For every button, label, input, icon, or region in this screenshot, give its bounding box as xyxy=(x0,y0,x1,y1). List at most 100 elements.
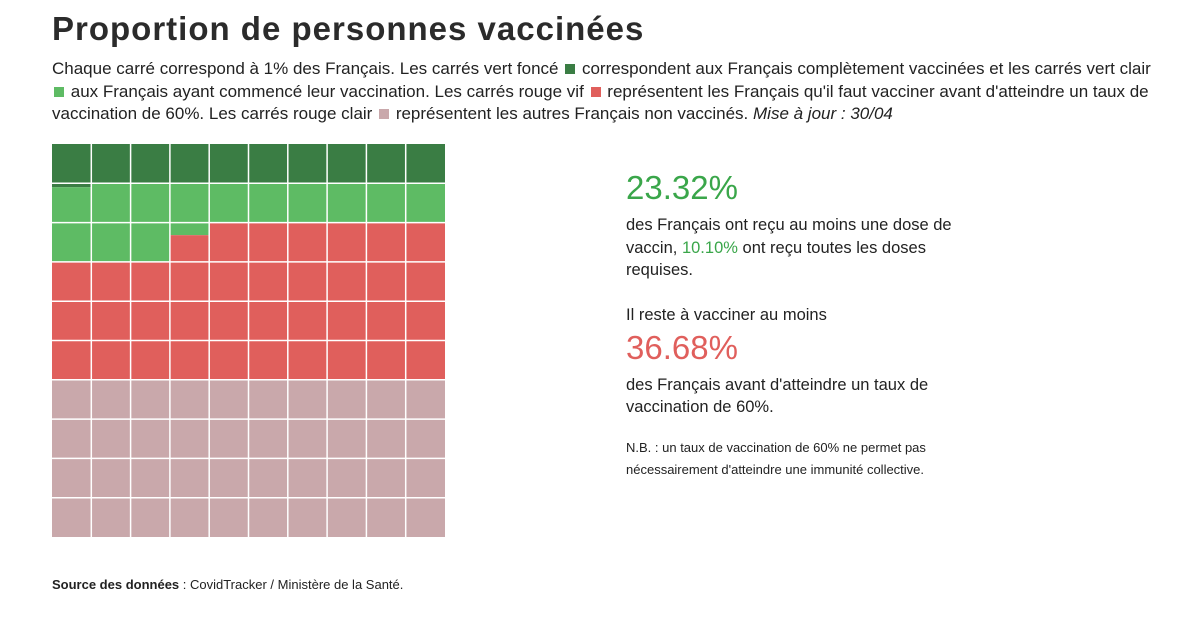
waffle-cell-51-segment-3 xyxy=(52,340,92,380)
waffle-cell-100-segment-4 xyxy=(405,497,445,537)
waffle-cell-27-segment-3 xyxy=(287,222,328,262)
waffle-cell-43-segment-3 xyxy=(130,301,170,341)
waffle-cell-99-segment-4 xyxy=(366,497,406,537)
waffle-cell-81-segment-4 xyxy=(52,458,92,498)
waffle-cell-68-segment-4 xyxy=(327,379,367,420)
waffle-cell-79-segment-4 xyxy=(366,419,406,459)
waffle-cell-28-segment-3 xyxy=(327,222,367,262)
waffle-cell-98-segment-4 xyxy=(327,497,367,537)
waffle-cell-53-segment-3 xyxy=(130,340,170,380)
waffle-cell-75-segment-4 xyxy=(209,419,249,459)
waffle-cell-49-segment-3 xyxy=(366,301,406,341)
waffle-cell-25-segment-3 xyxy=(209,222,249,262)
waffle-cell-16-segment-2 xyxy=(248,183,288,223)
red-swatch xyxy=(590,86,601,97)
waffle-cell-88-segment-4 xyxy=(327,458,367,498)
waffle-cell-38-segment-3 xyxy=(327,261,367,302)
waffle-cell-15-segment-2 xyxy=(209,183,249,223)
waffle-cell-21-segment-2 xyxy=(52,222,92,262)
waffle-cell-20-segment-2 xyxy=(405,183,445,223)
waffle-cell-87-segment-4 xyxy=(287,458,328,498)
waffle-cell-6-segment-1 xyxy=(248,144,288,184)
waffle-cell-45-segment-3 xyxy=(209,301,249,341)
waffle-cell-11-segment-2 xyxy=(52,187,92,223)
waffle-cell-19-segment-2 xyxy=(366,183,406,223)
waffle-cell-56-segment-3 xyxy=(248,340,288,380)
waffle-cell-59-segment-3 xyxy=(366,340,406,380)
waffle-cell-2-segment-1 xyxy=(91,144,131,184)
waffle-cell-70-segment-4 xyxy=(405,379,445,420)
description-part-2: correspondent aux Français complètement … xyxy=(581,59,1151,78)
waffle-cell-1-segment-1 xyxy=(52,144,92,184)
waffle-cell-80-segment-4 xyxy=(405,419,445,459)
waffle-cell-11-segment-1 xyxy=(52,183,92,188)
waffle-cell-78-segment-4 xyxy=(327,419,367,459)
waffle-cell-35-segment-3 xyxy=(209,261,249,302)
waffle-cell-91-segment-4 xyxy=(52,497,92,537)
light-red-swatch xyxy=(379,109,390,119)
waffle-cell-97-segment-4 xyxy=(287,497,328,537)
waffle-cell-55-segment-3 xyxy=(209,340,249,380)
description-part-1: Chaque carré correspond à 1% des Françai… xyxy=(52,59,559,78)
waffle-cell-12-segment-2 xyxy=(91,183,131,223)
update-date: Mise à jour : 30/04 xyxy=(753,104,893,123)
waffle-cell-18-segment-2 xyxy=(327,183,367,223)
waffle-cell-14-segment-2 xyxy=(169,183,210,223)
description-part-3: aux Français ayant commencé leur vaccina… xyxy=(70,81,584,101)
waffle-cell-82-segment-4 xyxy=(91,458,131,498)
waffle-cell-10-segment-1 xyxy=(405,144,445,184)
chart-description: Chaque carré correspond à 1% des Françai… xyxy=(52,58,1162,126)
waffle-cell-89-segment-4 xyxy=(366,458,406,498)
waffle-cell-22-segment-2 xyxy=(91,222,131,262)
waffle-cell-60-segment-3 xyxy=(405,340,445,380)
waffle-cell-33-segment-3 xyxy=(130,261,170,302)
waffle-cell-8-segment-1 xyxy=(327,144,367,184)
waffle-cell-96-segment-4 xyxy=(248,497,288,537)
waffle-cell-40-segment-3 xyxy=(405,261,445,302)
waffle-cell-85-segment-4 xyxy=(209,458,249,498)
waffle-cell-31-segment-3 xyxy=(52,261,92,302)
waffle-cell-95-segment-4 xyxy=(209,497,249,537)
waffle-cell-67-segment-4 xyxy=(287,379,328,420)
waffle-cell-69-segment-4 xyxy=(366,379,406,420)
remain-text: des Français avant d'atteindre un taux d… xyxy=(626,375,929,417)
waffle-cell-46-segment-3 xyxy=(248,301,288,341)
waffle-cell-76-segment-4 xyxy=(248,419,288,459)
first-dose-text-b: ont reçu toutes les doses requises. xyxy=(626,238,926,280)
waffle-cell-7-segment-1 xyxy=(287,144,328,184)
waffle-cell-65-segment-4 xyxy=(209,379,249,420)
waffle-cell-72-segment-4 xyxy=(91,419,131,459)
waffle-cell-13-segment-2 xyxy=(130,183,170,223)
waffle-cell-73-segment-4 xyxy=(130,419,170,459)
full-dose-percentage: 10.10% xyxy=(681,238,738,257)
waffle-cell-62-segment-4 xyxy=(91,379,131,420)
waffle-cell-17-segment-2 xyxy=(287,183,328,223)
dark-green-swatch xyxy=(565,64,576,74)
waffle-cell-84-segment-4 xyxy=(169,458,210,498)
waffle-cell-61-segment-4 xyxy=(52,379,92,420)
description-part-4: représentent les Français qu'il faut vac… xyxy=(52,81,1149,124)
waffle-cell-64-segment-4 xyxy=(169,379,210,420)
first-dose-text: des Français ont reçu au moins une dose … xyxy=(626,214,986,282)
waffle-cell-90-segment-4 xyxy=(405,458,445,498)
waffle-cell-26-segment-3 xyxy=(248,222,288,262)
first-dose-percentage: 23.32% xyxy=(626,169,738,206)
waffle-cell-57-segment-3 xyxy=(287,340,328,380)
waffle-cell-44-segment-3 xyxy=(169,301,210,341)
waffle-cell-32-segment-3 xyxy=(91,261,131,302)
remain-percentage: 36.68% xyxy=(626,328,738,366)
waffle-cell-63-segment-4 xyxy=(130,379,170,420)
waffle-cell-77-segment-4 xyxy=(287,419,328,459)
waffle-cell-83-segment-4 xyxy=(130,458,170,498)
waffle-cell-52-segment-3 xyxy=(91,340,131,380)
waffle-cell-24-segment-2 xyxy=(169,222,210,236)
source-label: Source des données xyxy=(52,577,180,592)
waffle-cell-5-segment-1 xyxy=(209,144,249,184)
waffle-cell-36-segment-3 xyxy=(248,261,288,302)
waffle-cell-86-segment-4 xyxy=(248,458,288,498)
note-text: N.B. : un taux de vaccination de 60% ne … xyxy=(626,439,926,477)
first-dose-text-a: des Français ont reçu au moins une dose … xyxy=(626,216,952,257)
waffle-cell-37-segment-3 xyxy=(287,261,328,302)
waffle-cell-9-segment-1 xyxy=(366,144,406,184)
stats-panel: 23.32% des Français ont reçu au moins un… xyxy=(626,168,986,481)
